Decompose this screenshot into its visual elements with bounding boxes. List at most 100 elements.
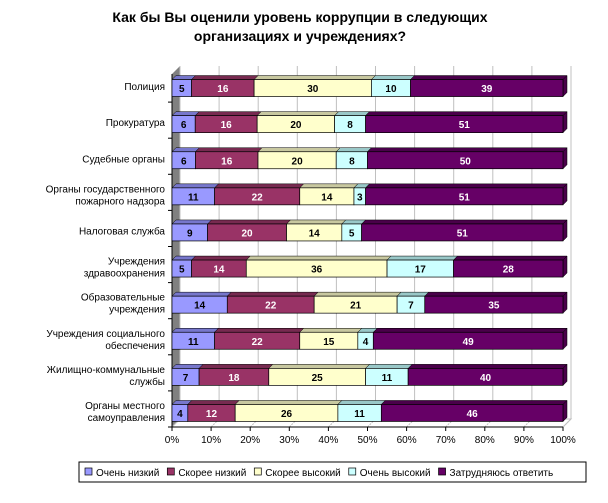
bar-segment-top xyxy=(257,147,341,152)
bar-segment-top xyxy=(190,255,251,261)
data-label: 14 xyxy=(309,228,321,239)
category-label: Учреждения социального обеспечения xyxy=(46,329,165,352)
data-label: 26 xyxy=(281,409,293,420)
x-tick-label: 100% xyxy=(550,435,576,446)
data-label: 51 xyxy=(459,192,471,203)
bar-segment-top xyxy=(213,183,305,189)
bar-segment-side xyxy=(562,399,568,423)
category-label: Налоговая служба xyxy=(79,225,165,237)
bar-segment-side xyxy=(562,291,568,314)
bar-segment-top xyxy=(364,183,568,189)
bar-segment-top xyxy=(337,400,386,405)
data-label: 16 xyxy=(221,156,233,167)
bar-segment-top xyxy=(198,364,274,369)
bar-segment-top xyxy=(171,364,204,369)
data-label: 7 xyxy=(183,373,189,384)
category-label: Образовательные учреждения xyxy=(81,292,166,316)
bar-segment-top xyxy=(194,111,262,116)
data-label: 11 xyxy=(188,192,199,203)
x-tick-label: 60% xyxy=(397,435,417,446)
bar-segment xyxy=(410,79,564,97)
x-tick-label: 0% xyxy=(165,435,180,446)
chart-title-line-2: организациях и учреждениях? xyxy=(194,28,406,44)
bar-segment-top xyxy=(360,219,568,225)
legend-swatch xyxy=(348,467,357,476)
data-label: 28 xyxy=(503,265,515,276)
bar-segment-side xyxy=(562,74,568,98)
data-label: 39 xyxy=(481,84,493,95)
data-label: 10 xyxy=(385,84,397,95)
bar-segment-top xyxy=(299,328,363,333)
bar-segment-top xyxy=(299,183,359,189)
category-label-line: Налоговая служба xyxy=(79,225,165,237)
legend-swatch xyxy=(253,467,262,476)
bar-segment-top xyxy=(370,75,416,80)
category-label: Органы государственного пожарного надзора xyxy=(46,184,166,207)
bar-segment-side xyxy=(562,183,568,206)
data-label: 7 xyxy=(408,301,414,312)
x-tick-label: 20% xyxy=(240,435,260,446)
data-label: 9 xyxy=(187,228,193,239)
data-label: 20 xyxy=(241,228,253,239)
data-label: 3 xyxy=(357,192,363,203)
bar-segment xyxy=(453,259,564,278)
category-label-line: обеспечения xyxy=(105,340,165,352)
data-label: 8 xyxy=(347,120,353,131)
bar-segment xyxy=(407,368,564,386)
data-label: 6 xyxy=(181,156,187,167)
data-label: 16 xyxy=(221,120,233,131)
bar-segment-top xyxy=(194,147,263,152)
bar-segment-top xyxy=(187,400,240,405)
data-label: 12 xyxy=(206,409,218,420)
category-label: Прокуратура xyxy=(106,118,166,129)
data-label: 21 xyxy=(350,301,362,312)
bar-segment-top xyxy=(452,255,568,261)
data-label: 11 xyxy=(382,373,393,384)
legend-label: Скорее низкий xyxy=(178,468,246,479)
data-label: 5 xyxy=(179,265,185,276)
category-labels: Полиция Прокуратура Судебные органы Органы … xyxy=(46,82,166,424)
data-label: 5 xyxy=(349,228,355,239)
category-label-line: Прокуратура xyxy=(106,118,166,129)
bar-segment xyxy=(361,223,564,242)
bar-segment-top xyxy=(190,75,259,80)
bar-segment xyxy=(380,404,564,422)
bar-segment xyxy=(372,331,564,350)
legend-label: Скорее высокий xyxy=(265,468,340,479)
bar-segment-side xyxy=(562,255,568,278)
data-label: 17 xyxy=(415,265,427,276)
bar-segment-top xyxy=(333,111,371,116)
data-label: 11 xyxy=(354,409,365,420)
bar-segment-top xyxy=(366,147,568,152)
legend-box xyxy=(78,461,587,483)
category-label-line: службы xyxy=(129,376,165,388)
data-label: 46 xyxy=(467,409,479,420)
data-label: 4 xyxy=(363,337,369,348)
bar-segment-top xyxy=(372,328,568,333)
bar-segment-top xyxy=(285,219,347,225)
data-label: 22 xyxy=(252,337,264,348)
bar-segment xyxy=(424,295,564,314)
data-label: 22 xyxy=(265,301,277,312)
data-label: 30 xyxy=(307,84,319,95)
data-label: 51 xyxy=(457,228,469,239)
data-label: 50 xyxy=(460,156,472,167)
bar-segment-top xyxy=(171,219,213,225)
bar-segment-top xyxy=(206,219,292,225)
data-label: 20 xyxy=(290,120,302,131)
bar-segment xyxy=(365,187,564,206)
bar-segment-top xyxy=(256,111,340,116)
legend: Очень низкий Скорее низкий Скорее высокий О… xyxy=(78,461,587,483)
bar-segment xyxy=(367,151,564,170)
data-label: 35 xyxy=(488,301,500,312)
data-label: 18 xyxy=(228,373,240,384)
category-label: Учреждения здравоохранения xyxy=(84,257,165,280)
bar-segment-side xyxy=(562,111,568,134)
bar-segment-top xyxy=(213,328,305,333)
category-label-line: Органы местного xyxy=(85,401,165,412)
category-label: Органы местного самоуправления xyxy=(85,401,165,424)
x-tick-label: 40% xyxy=(318,435,338,446)
x-tick-label: 10% xyxy=(201,435,221,446)
bar-segment xyxy=(365,115,564,134)
data-label: 14 xyxy=(213,265,225,276)
